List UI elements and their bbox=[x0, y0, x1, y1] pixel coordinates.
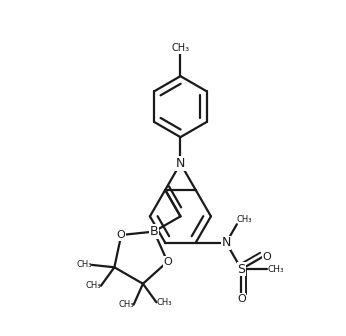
Text: N: N bbox=[176, 157, 185, 170]
Text: CH₃: CH₃ bbox=[237, 215, 252, 224]
Text: O: O bbox=[263, 252, 271, 262]
Text: N: N bbox=[221, 236, 231, 249]
Text: B: B bbox=[150, 225, 158, 238]
Text: O: O bbox=[163, 257, 172, 267]
Text: CH₃: CH₃ bbox=[85, 281, 101, 290]
Text: CH₃: CH₃ bbox=[76, 260, 92, 269]
Text: CH₃: CH₃ bbox=[171, 43, 190, 53]
Text: CH₃: CH₃ bbox=[118, 300, 134, 309]
Text: CH₃: CH₃ bbox=[267, 265, 284, 274]
Text: CH₃: CH₃ bbox=[156, 298, 172, 307]
Text: S: S bbox=[237, 263, 245, 276]
Text: O: O bbox=[237, 294, 246, 303]
Text: O: O bbox=[117, 230, 126, 240]
